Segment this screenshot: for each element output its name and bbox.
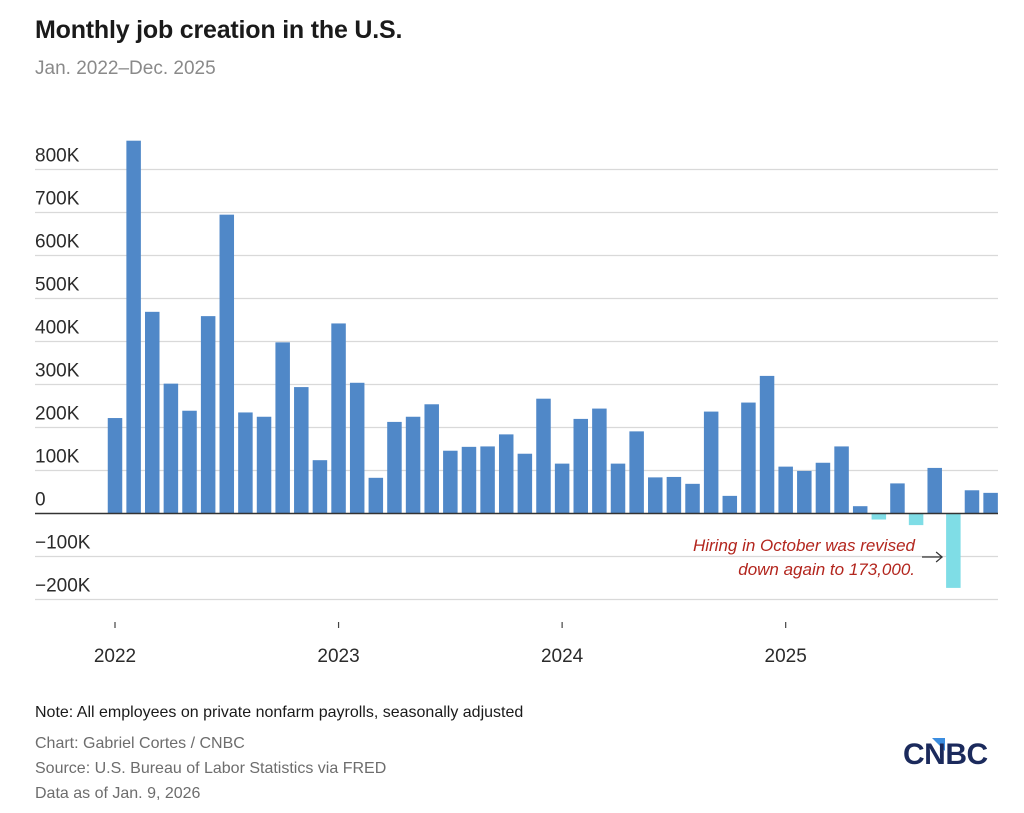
chart-title: Monthly job creation in the U.S. xyxy=(35,16,403,44)
x-tick-label: 2022 xyxy=(94,646,136,667)
y-tick-label: 200K xyxy=(35,404,80,425)
bar-feb-2023 xyxy=(349,382,365,514)
bar-jan-2025 xyxy=(778,466,793,514)
y-tick-label: 500K xyxy=(35,275,80,296)
x-tick-label: 2025 xyxy=(765,646,807,667)
data-as-of: Data as of Jan. 9, 2026 xyxy=(35,785,201,802)
bar-mar-2024 xyxy=(592,408,607,514)
bar-oct-2023 xyxy=(498,434,514,514)
annotation-text: down again to 173,000. xyxy=(738,560,915,579)
bar-dec-2024 xyxy=(759,375,775,514)
gridlines xyxy=(35,168,998,601)
y-tick-label: 800K xyxy=(35,146,80,167)
bar-nov-2024 xyxy=(741,402,756,514)
bar-dec-2023 xyxy=(536,398,551,514)
bar-mar-2022 xyxy=(145,311,160,514)
bar-nov-2023 xyxy=(517,453,533,514)
bar-jan-2023 xyxy=(331,323,346,514)
y-tick-label: 0 xyxy=(35,490,46,511)
bar-jan-2024 xyxy=(554,463,570,514)
y-tick-label: 700K xyxy=(35,189,80,210)
bar-feb-2024 xyxy=(573,418,588,514)
bar-dec-2025 xyxy=(983,492,998,514)
bars xyxy=(107,140,998,588)
bar-aug-2023 xyxy=(461,446,477,514)
bar-may-2025 xyxy=(852,506,868,514)
bar-feb-2022 xyxy=(126,140,141,514)
bar-apr-2022 xyxy=(163,383,179,514)
bar-aug-2022 xyxy=(238,412,253,514)
bar-sep-2022 xyxy=(256,416,272,514)
bar-may-2023 xyxy=(405,416,421,514)
x-axis: 2022 2023 2024 2025 xyxy=(94,622,807,667)
chart-credit: Chart: Gabriel Cortes / CNBC xyxy=(35,735,245,752)
bar-mar-2025 xyxy=(815,462,831,514)
bar-dec-2022 xyxy=(312,460,328,514)
x-tick-label: 2023 xyxy=(317,646,359,667)
bar-sep-2025 xyxy=(927,467,942,514)
bar-may-2022 xyxy=(182,410,197,514)
bar-oct-2022 xyxy=(275,342,290,514)
y-axis-labels: 800K 700K 600K 500K 400K 300K 200K 100K 0 −100K −2… xyxy=(35,146,91,597)
chart-subtitle: Jan. 2022–Dec. 2025 xyxy=(35,58,216,79)
y-tick-label: 600K xyxy=(35,232,80,253)
bar-jan-2022 xyxy=(107,418,123,514)
annotation: Hiring in October was revised down again … xyxy=(693,536,944,579)
bar-sep-2024 xyxy=(703,411,719,514)
bar-jun-2024 xyxy=(648,477,663,514)
bar-aug-2024 xyxy=(685,483,700,514)
bar-oct-2025 xyxy=(946,513,961,588)
y-tick-label: 300K xyxy=(35,361,80,382)
bar-mar-2023 xyxy=(368,477,384,514)
bar-jun-2023 xyxy=(424,404,439,514)
bar-jul-2022 xyxy=(219,214,235,514)
bar-apr-2025 xyxy=(834,446,849,514)
bar-apr-2024 xyxy=(610,463,626,514)
bar-jun-2025 xyxy=(871,513,887,520)
logo-accent xyxy=(932,738,945,751)
bar-apr-2023 xyxy=(387,421,402,514)
bar-jul-2024 xyxy=(666,476,682,514)
annotation-text: Hiring in October was revised xyxy=(693,536,916,555)
y-tick-label: −100K xyxy=(35,533,91,554)
bar-jun-2022 xyxy=(200,316,216,514)
bar-nov-2025 xyxy=(964,490,980,514)
bar-oct-2024 xyxy=(722,495,738,514)
y-tick-label: −200K xyxy=(35,576,91,597)
bar-chart: 800K 700K 600K 500K 400K 300K 200K 100K 0 −100K −2… xyxy=(35,140,998,667)
footnote: Note: All employees on private nonfarm p… xyxy=(35,704,524,721)
bar-jul-2025 xyxy=(890,483,905,514)
x-tick-label: 2024 xyxy=(541,646,584,667)
bar-sep-2023 xyxy=(480,446,495,514)
cnbc-logo: CNBC xyxy=(903,738,988,769)
bar-jul-2023 xyxy=(443,450,458,514)
y-tick-label: 100K xyxy=(35,447,80,468)
y-tick-label: 400K xyxy=(35,318,80,339)
bar-aug-2025 xyxy=(908,513,924,526)
bar-nov-2022 xyxy=(294,387,309,514)
data-source: Source: U.S. Bureau of Labor Statistics … xyxy=(35,760,387,777)
bar-may-2024 xyxy=(629,431,644,514)
logo-text: CNBC xyxy=(903,738,988,769)
bar-feb-2025 xyxy=(797,470,812,514)
annotation-arrowhead xyxy=(935,551,944,563)
